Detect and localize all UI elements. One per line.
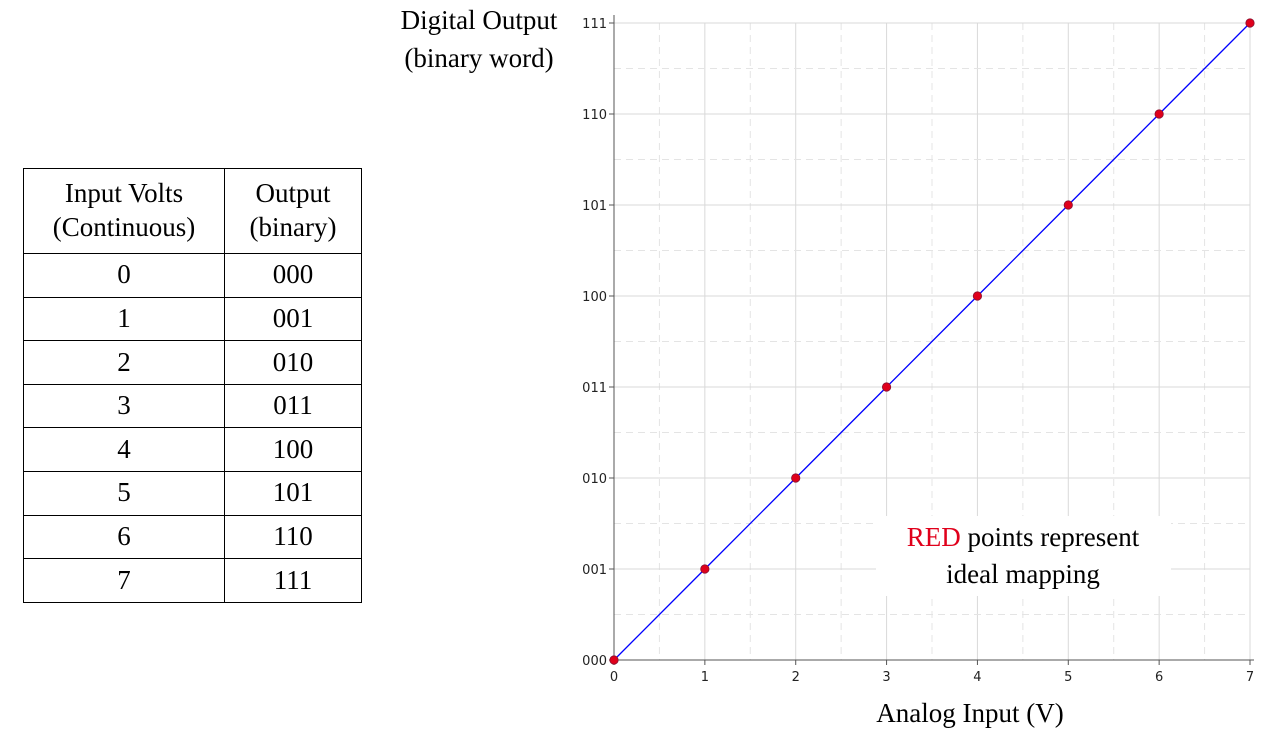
y-tick-label: 101 (582, 199, 607, 214)
header-output-binary: Output (binary) (224, 168, 362, 254)
x-tick-label: 6 (1155, 670, 1163, 685)
header-input-volts: Input Volts (Continuous) (23, 168, 225, 254)
mapping-line (613, 22, 1251, 661)
header-input-line1: Input Volts (64, 178, 184, 209)
input-cell: 7 (23, 558, 225, 603)
data-point (791, 473, 801, 483)
series (609, 18, 1255, 665)
table-row: 2 010 (23, 340, 362, 385)
input-cell: 6 (23, 514, 225, 560)
data-point (881, 382, 892, 392)
output-cell: 010 (224, 340, 362, 385)
header-input-line2: (Continuous) (52, 212, 196, 242)
output-cell: 011 (224, 383, 362, 429)
y-axis-title-line1: Digital Output (401, 5, 558, 35)
table-row: 3 011 (23, 383, 362, 429)
header-output-line1: Output (255, 178, 331, 209)
table-row: 6 110 (23, 514, 362, 560)
annotation-rest: points represent (961, 522, 1140, 552)
tick-labels: 0 1 2 3 4 5 6 7 000 001 010 011 100 101 110 111 (582, 17, 1254, 685)
x-tick-label: 2 (792, 670, 800, 685)
y-axis-title-line2: (binary word) (404, 43, 553, 73)
output-cell: 111 (224, 558, 362, 603)
y-tick-label: 001 (582, 563, 607, 578)
data-point (1063, 200, 1073, 210)
table-row: 5 101 (23, 470, 362, 516)
output-cell: 101 (224, 470, 362, 516)
output-cell: 110 (224, 514, 362, 560)
table-row: 7 111 (23, 558, 362, 603)
y-tick-label: 110 (582, 108, 607, 123)
x-tick-label: 7 (1246, 670, 1254, 685)
data-point (972, 291, 983, 301)
x-tick-label: 5 (1064, 670, 1072, 685)
data-point (609, 655, 619, 665)
x-tick-label: 3 (882, 670, 890, 685)
data-point (1245, 18, 1255, 28)
annotation-line2: ideal mapping (946, 559, 1100, 589)
data-point (1154, 109, 1164, 119)
table-row: 0 000 (23, 253, 362, 298)
header-output-line2: (binary) (249, 212, 337, 242)
table-header-row: Input Volts (Continuous) Output (binary) (23, 168, 362, 254)
y-tick-label: 111 (582, 17, 607, 32)
y-tick-label: 000 (582, 654, 607, 669)
y-tick-label: 100 (582, 290, 607, 305)
y-tick-label: 010 (582, 472, 607, 487)
x-tick-label: 1 (701, 670, 709, 685)
x-tick-label: 4 (973, 670, 981, 685)
mapping-table: Input Volts (Continuous) Output (binary)… (23, 168, 362, 603)
output-cell: 100 (224, 427, 362, 472)
data-point (700, 564, 710, 574)
table-row: 4 100 (23, 427, 362, 472)
y-tick-label: 011 (582, 381, 607, 396)
input-cell: 1 (23, 296, 225, 342)
output-cell: 000 (224, 253, 362, 298)
input-cell: 5 (23, 470, 225, 516)
annotation-background (876, 516, 1171, 596)
input-cell: 3 (23, 383, 225, 429)
x-axis-title: Analog Input (V) (876, 698, 1063, 728)
annotation-line1: RED points represent (907, 522, 1140, 552)
annotation: RED points represent ideal mapping (876, 516, 1171, 596)
annotation-highlight: RED (907, 522, 961, 552)
x-tick-label: 0 (610, 670, 618, 685)
